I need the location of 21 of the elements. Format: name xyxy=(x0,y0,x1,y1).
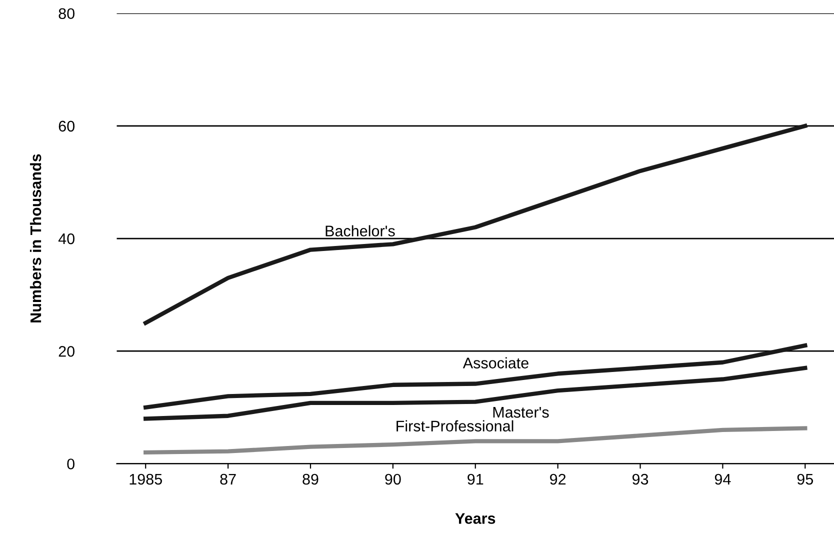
x-tick-label: 92 xyxy=(550,474,566,485)
x-tick-label: 94 xyxy=(714,474,731,485)
x-axis-title: Years xyxy=(455,513,496,524)
x-tick-label: 95 xyxy=(797,474,814,485)
y-axis-title: Numbers in Thousands xyxy=(30,154,42,322)
y-tick-label: 60 xyxy=(58,120,74,132)
x-tick-label: 87 xyxy=(220,474,236,485)
series-label: Bachelor's xyxy=(326,225,395,236)
x-tick-label: 90 xyxy=(385,474,401,485)
x-tick-label: 91 xyxy=(468,474,484,485)
y-tick-label: 40 xyxy=(58,233,74,244)
y-tick-label: 0 xyxy=(67,458,74,470)
series-label: Master's xyxy=(493,407,549,418)
x-tick-label: 89 xyxy=(302,474,318,485)
line-series xyxy=(144,124,808,326)
y-tick-label: 80 xyxy=(58,8,74,20)
x-tick-label: 1985 xyxy=(130,474,162,485)
series-label: Associate xyxy=(462,357,528,368)
y-tick-label: 20 xyxy=(58,346,74,357)
series-label: First-Professional xyxy=(396,420,514,432)
x-tick-label: 93 xyxy=(632,474,648,485)
